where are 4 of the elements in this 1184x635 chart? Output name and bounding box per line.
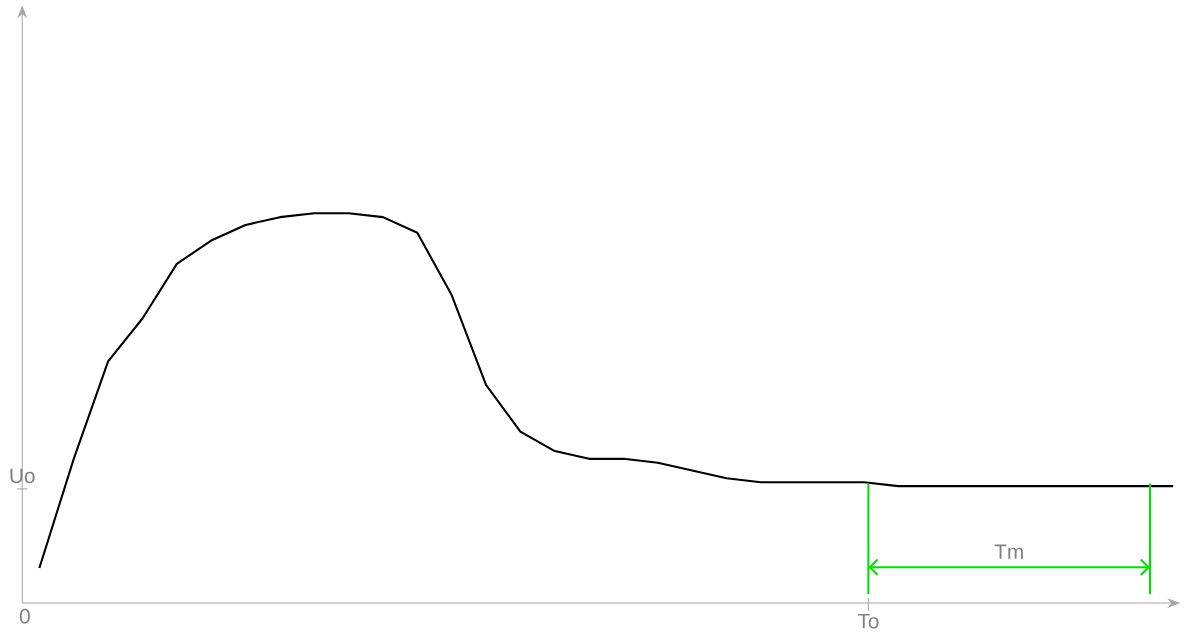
text: To xyxy=(857,614,879,629)
annotation: Uo xyxy=(10,468,35,484)
text: 0 xyxy=(19,608,30,624)
annotation: Tm xyxy=(994,544,1023,559)
